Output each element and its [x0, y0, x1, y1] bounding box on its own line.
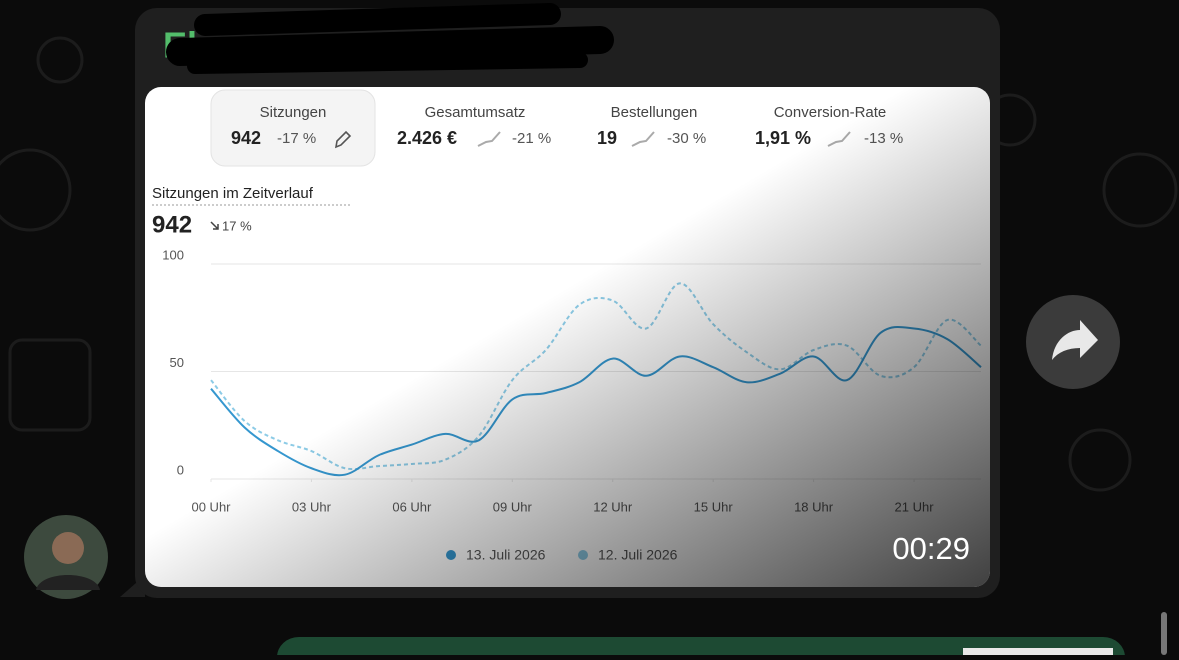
next-message-bubble: [277, 637, 1125, 660]
forward-icon: [1052, 320, 1098, 360]
avatar-face: [52, 532, 84, 564]
scrollbar: [1161, 612, 1167, 655]
next-message-image: [963, 648, 1113, 660]
avatar-body: [36, 575, 100, 590]
timestamp: 00:29: [892, 531, 970, 566]
redaction: [166, 3, 614, 74]
video-shade: [145, 87, 990, 587]
